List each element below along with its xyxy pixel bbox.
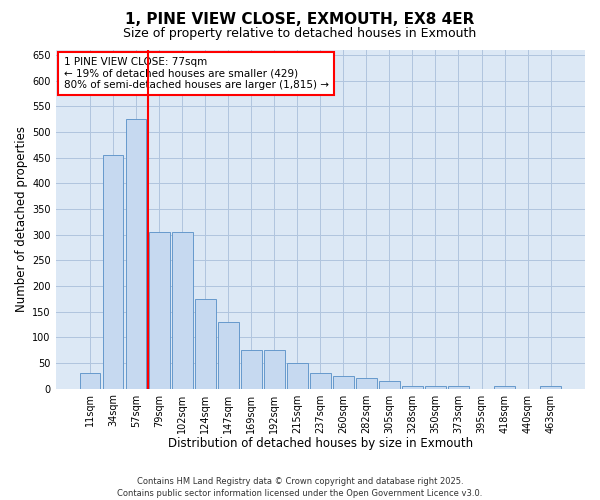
Bar [80, 373, 100, 388]
Text: 1, PINE VIEW CLOSE, EXMOUTH, EX8 4ER: 1, PINE VIEW CLOSE, EXMOUTH, EX8 4ER [125, 12, 475, 28]
X-axis label: Distribution of detached houses by size in Exmouth: Distribution of detached houses by size … [168, 437, 473, 450]
Bar [333, 376, 354, 388]
Bar [448, 386, 469, 388]
Text: Size of property relative to detached houses in Exmouth: Size of property relative to detached ho… [124, 28, 476, 40]
Bar [218, 322, 239, 388]
Bar [149, 232, 170, 388]
Text: 1 PINE VIEW CLOSE: 77sqm
← 19% of detached houses are smaller (429)
80% of semi-: 1 PINE VIEW CLOSE: 77sqm ← 19% of detach… [64, 57, 329, 90]
Bar [195, 299, 215, 388]
Y-axis label: Number of detached properties: Number of detached properties [15, 126, 28, 312]
Bar [494, 386, 515, 388]
Bar [172, 232, 193, 388]
Text: Contains HM Land Registry data © Crown copyright and database right 2025.
Contai: Contains HM Land Registry data © Crown c… [118, 476, 482, 498]
Bar [310, 373, 331, 388]
Bar [379, 381, 400, 388]
Bar [126, 120, 146, 388]
Bar [425, 386, 446, 388]
Bar [287, 363, 308, 388]
Bar [103, 155, 124, 388]
Bar [264, 350, 284, 389]
Bar [540, 386, 561, 388]
Bar [241, 350, 262, 389]
Bar [356, 378, 377, 388]
Bar [402, 386, 423, 388]
